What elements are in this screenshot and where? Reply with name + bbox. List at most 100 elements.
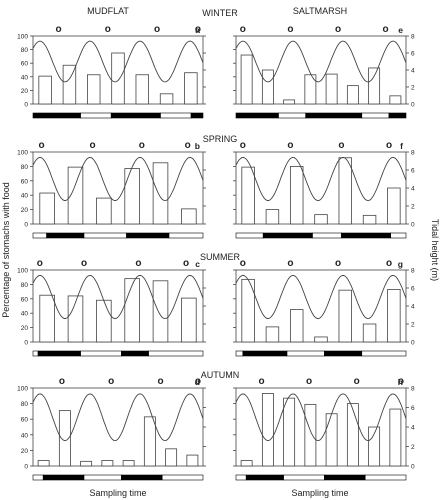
panel-letter: g xyxy=(398,259,403,269)
tide-curve xyxy=(32,274,204,320)
y-tick-label: 80 xyxy=(21,47,29,54)
day-period xyxy=(80,350,122,357)
night-period xyxy=(121,474,163,481)
day-period xyxy=(168,232,204,239)
bar xyxy=(152,280,169,343)
y-tick-label: 0 xyxy=(24,102,28,109)
bar xyxy=(181,208,197,225)
panel-letter: f xyxy=(400,141,403,151)
tide-curve xyxy=(235,156,407,202)
y-axis-label-right: Tidal height (m) xyxy=(430,219,440,281)
night-period xyxy=(32,112,81,119)
tide-tick-label: 4 xyxy=(411,304,415,311)
day-period xyxy=(235,474,247,481)
y-tick-label: 100 xyxy=(17,34,28,41)
high-tide-marker: o xyxy=(59,376,65,387)
high-tide-marker: o xyxy=(338,140,344,151)
night-period xyxy=(262,232,313,239)
high-tide-marker: o xyxy=(335,24,341,35)
bar xyxy=(39,294,55,343)
bar xyxy=(241,166,255,225)
bar xyxy=(325,413,338,467)
tide-tick-label: 4 xyxy=(411,425,415,432)
bar xyxy=(314,336,328,343)
bar xyxy=(314,214,328,225)
bar xyxy=(304,403,317,467)
night-period xyxy=(190,112,204,119)
bar xyxy=(261,393,274,467)
bar xyxy=(124,168,140,225)
panel-letter: b xyxy=(195,141,200,151)
bar xyxy=(338,157,353,225)
y-tick-label: 40 xyxy=(21,432,29,439)
y-axis-label-left: Percentage of stomachs with food xyxy=(1,182,11,318)
day-period xyxy=(361,350,407,357)
tide-tick-label: 0 xyxy=(411,340,415,347)
high-tide-marker: o xyxy=(258,376,264,387)
column-title-mudflat: MUDFLAT xyxy=(87,6,129,16)
axes-frame xyxy=(32,151,204,225)
bar xyxy=(38,75,52,105)
y-tick-label: 20 xyxy=(21,88,29,95)
panel-letter: a xyxy=(195,25,200,35)
bar xyxy=(362,214,377,225)
day-period xyxy=(361,112,390,119)
night-period xyxy=(37,350,81,357)
y-tick-label: 40 xyxy=(21,311,29,318)
tide-curve xyxy=(32,393,204,442)
bar xyxy=(87,74,101,105)
night-period xyxy=(341,232,391,239)
bar xyxy=(346,85,359,105)
bar xyxy=(96,197,112,225)
high-tide-marker: o xyxy=(398,376,404,387)
tide-curve xyxy=(235,40,407,83)
day-period xyxy=(278,112,307,119)
tide-tick-label: 2 xyxy=(411,444,415,451)
high-tide-marker: o xyxy=(38,140,44,151)
high-tide-marker: o xyxy=(185,140,191,151)
high-tide-marker: o xyxy=(183,258,189,269)
bar xyxy=(58,410,71,467)
y-tick-label: 40 xyxy=(21,193,29,200)
bar xyxy=(80,460,93,467)
y-tick-label: 100 xyxy=(17,386,28,393)
night-period xyxy=(242,350,288,357)
high-tide-marker: o xyxy=(306,376,312,387)
bar xyxy=(152,162,169,225)
bar xyxy=(289,165,304,225)
tide-tick-label: 8 xyxy=(411,386,415,393)
high-tide-marker: o xyxy=(240,140,246,151)
tide-tick-label: 0 xyxy=(411,102,415,109)
high-tide-marker: o xyxy=(386,258,392,269)
bar xyxy=(186,454,199,467)
bar xyxy=(122,460,135,467)
tide-curve xyxy=(32,40,204,83)
day-period xyxy=(286,350,325,357)
bar xyxy=(111,52,125,105)
y-tick-label: 80 xyxy=(21,164,29,171)
tide-tick-label: 2 xyxy=(411,85,415,92)
bar xyxy=(346,403,359,467)
tide-tick-label: 2 xyxy=(411,322,415,329)
day-period xyxy=(235,232,264,239)
bar xyxy=(67,295,84,343)
column-title-saltmarsh: SALTMARSH xyxy=(293,6,347,16)
axes-frame xyxy=(235,269,407,343)
bar xyxy=(39,192,55,225)
tide-tick-label: 6 xyxy=(411,168,415,175)
bar xyxy=(265,209,280,225)
tide-tick-label: 4 xyxy=(411,68,415,75)
day-period xyxy=(312,232,342,239)
high-tide-marker: o xyxy=(157,376,163,387)
day-period xyxy=(148,350,204,357)
high-tide-marker: o xyxy=(335,258,341,269)
high-tide-marker: o xyxy=(287,140,293,151)
tide-tick-label: 0 xyxy=(411,464,415,471)
night-period xyxy=(245,474,284,481)
day-period xyxy=(161,474,204,481)
day-period xyxy=(83,232,127,239)
bar xyxy=(124,278,140,343)
bar xyxy=(37,460,50,467)
